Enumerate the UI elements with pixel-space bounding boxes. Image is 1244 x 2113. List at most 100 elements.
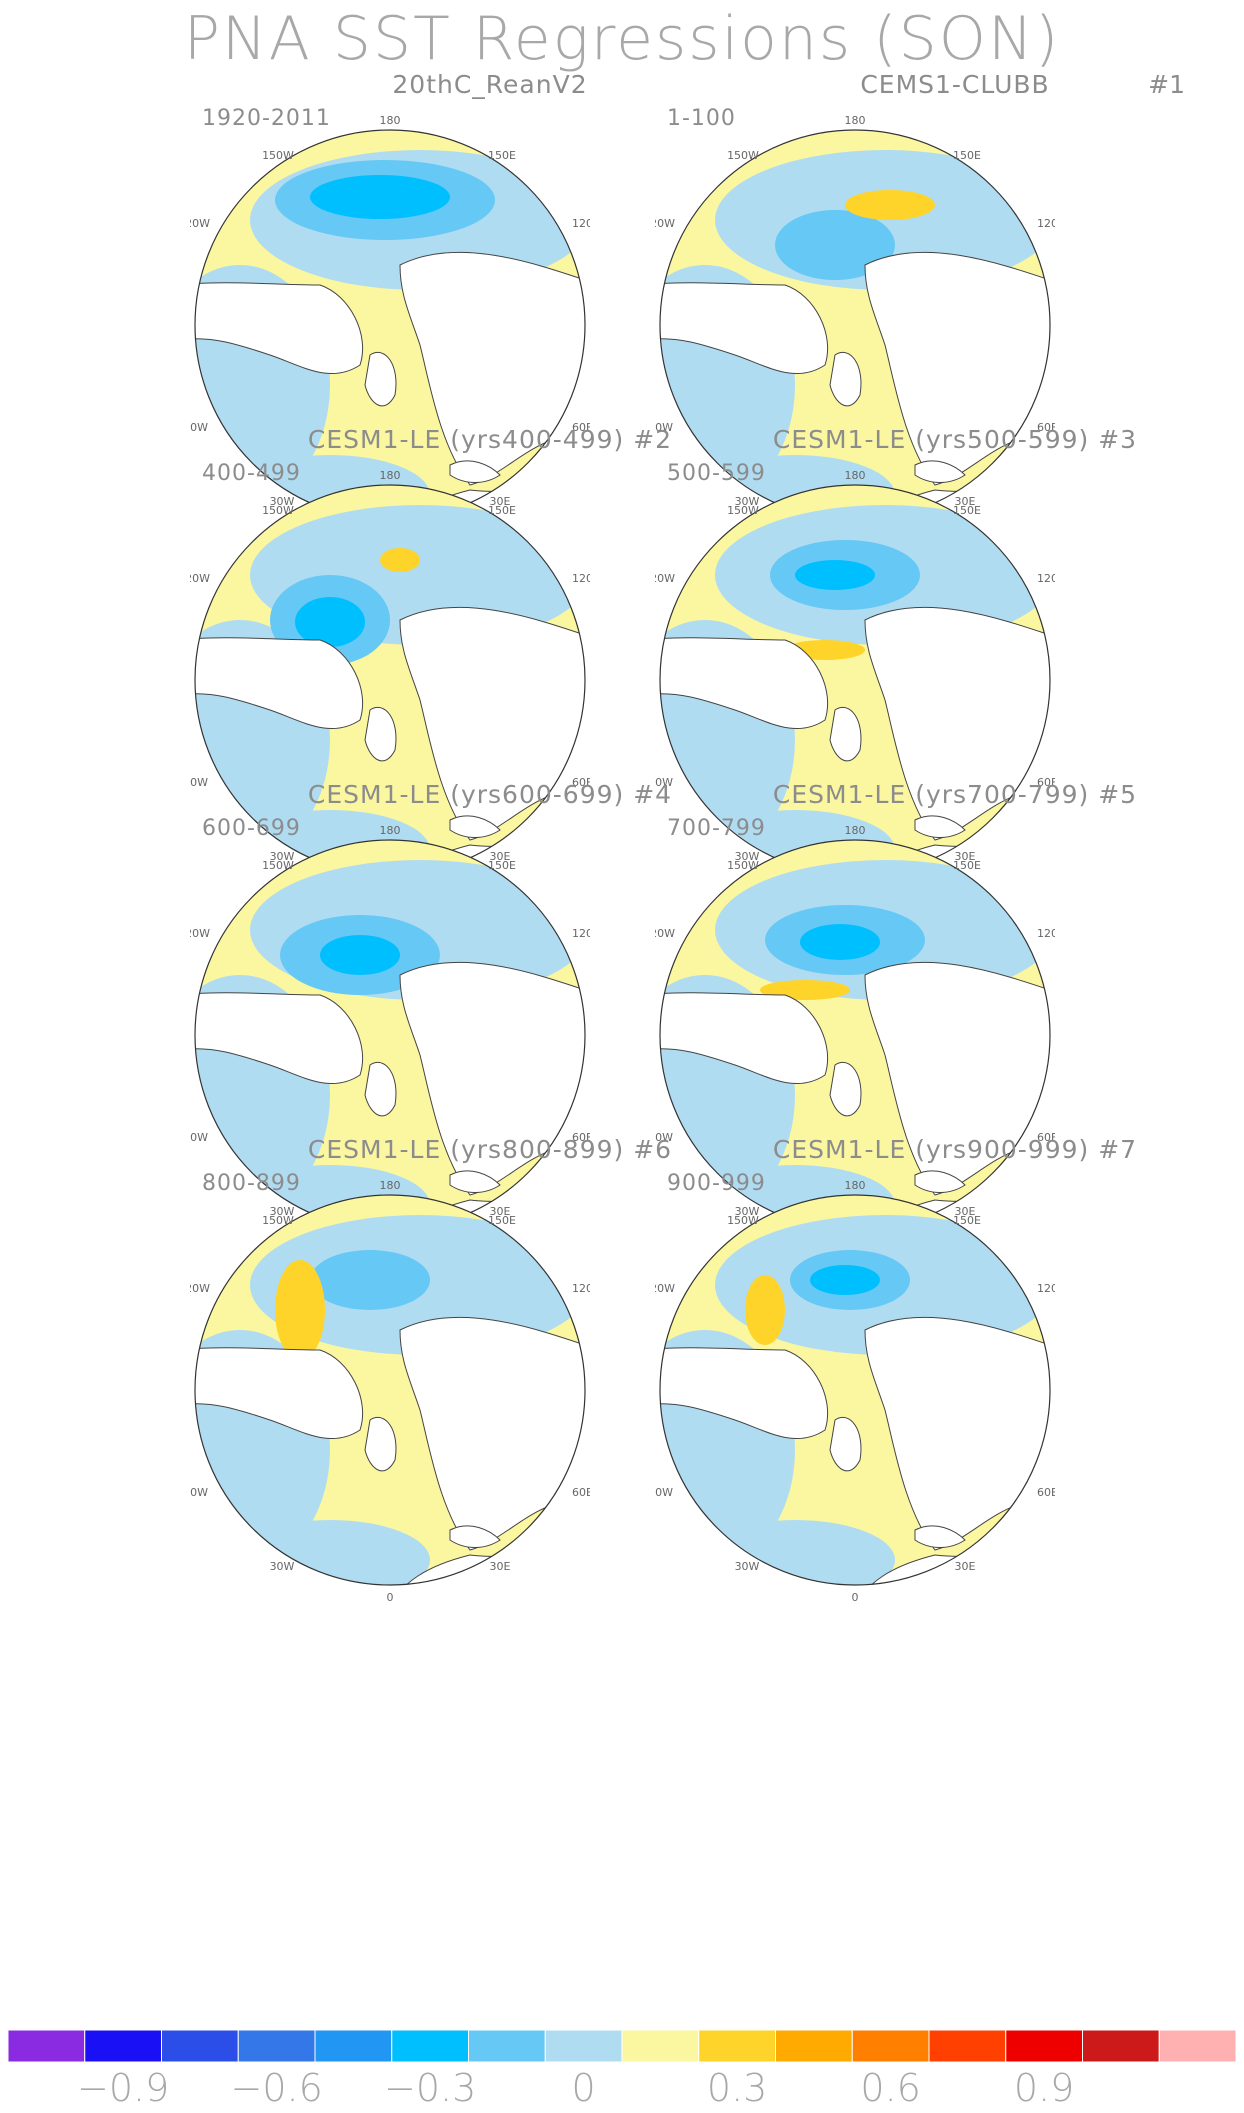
longitude-label: 30W	[270, 1560, 295, 1573]
longitude-label: 120W	[190, 1282, 210, 1295]
longitude-label: 120W	[190, 572, 210, 585]
map-panel: CESM1-LE (yrs600-699) #4600-699180090W90…	[190, 780, 750, 1250]
longitude-label: 120E	[1037, 927, 1055, 940]
longitude-label: 150W	[727, 149, 759, 162]
longitude-label: 30E	[490, 1560, 511, 1573]
longitude-label: 120W	[190, 927, 210, 940]
longitude-label: 150W	[727, 1214, 759, 1227]
longitude-label: 180	[380, 114, 401, 127]
longitude-label: 180	[845, 114, 866, 127]
panel-title: CESM1-LE (yrs500-599) #3	[772, 425, 1138, 454]
longitude-label: 120W	[655, 572, 675, 585]
longitude-label: 120E	[572, 572, 590, 585]
longitude-label: 120W	[655, 217, 675, 230]
longitude-label: 60E	[572, 1131, 590, 1144]
longitude-label: 30W	[735, 1560, 760, 1573]
longitude-label: 60E	[572, 776, 590, 789]
longitude-label: 60E	[1037, 1131, 1055, 1144]
longitude-label: 150E	[953, 149, 981, 162]
longitude-label: 30W	[270, 1205, 295, 1218]
panel-years: 700-799	[667, 816, 766, 841]
longitude-label: 30W	[735, 1205, 760, 1218]
colorbar-label: −0.9	[76, 2066, 170, 2110]
longitude-label: 150W	[262, 504, 294, 517]
panel-tag: #1	[1148, 70, 1185, 99]
longitude-label: 150W	[262, 1214, 294, 1227]
longitude-label: 150W	[262, 149, 294, 162]
longitude-label: 60E	[1037, 421, 1055, 434]
longitude-label: 120W	[190, 217, 210, 230]
colorbar-swatch	[7, 2029, 86, 2063]
panel-title: CESM1-LE (yrs800-899) #6	[307, 1135, 673, 1164]
colorbar-swatch	[544, 2029, 623, 2063]
map-panel: CESM1-LE (yrs400-499) #2400-499180090W90…	[190, 425, 750, 895]
colorbar-swatch	[928, 2029, 1007, 2063]
longitude-label: 150E	[488, 859, 516, 872]
longitude-label: 120E	[572, 1282, 590, 1295]
colorbar-swatch	[237, 2029, 316, 2063]
longitude-label: 30E	[955, 1560, 976, 1573]
panel-years: 800-899	[202, 1171, 301, 1196]
longitude-label: 120E	[572, 217, 590, 230]
colorbar-label: 0	[571, 2066, 596, 2110]
longitude-label: 30E	[490, 495, 511, 508]
polar-map: 180090W90E150W150E120W120E60W60E30W30E	[655, 1179, 1055, 1604]
panel-years: 900-999	[667, 1171, 766, 1196]
longitude-label: 150E	[953, 859, 981, 872]
colorbar-swatch	[775, 2029, 853, 2063]
longitude-label: 150E	[488, 149, 516, 162]
map-panel: 20thC_ReanV21920-2011180090W90E150W150E1…	[190, 70, 750, 540]
colorbar-label: 0.9	[1013, 2066, 1075, 2110]
colorbar-swatch	[391, 2029, 469, 2063]
longitude-label: 60E	[1037, 776, 1055, 789]
colorbar	[7, 2029, 1237, 2063]
colorbar-label: 0.3	[706, 2066, 768, 2110]
longitude-label: 120W	[655, 927, 675, 940]
map-panel: CESM1-LE (yrs800-899) #6800-899180090W90…	[190, 1135, 750, 1605]
longitude-label: 30E	[490, 850, 511, 863]
longitude-label: 30W	[735, 495, 760, 508]
longitude-label: 60E	[572, 421, 590, 434]
polar-map: 180090W90E150W150E120W120E60W60E30W30E	[655, 114, 1055, 539]
longitude-label: 30W	[270, 850, 295, 863]
longitude-label: 60E	[572, 1486, 590, 1499]
longitude-label: 30W	[735, 850, 760, 863]
panel-title: CESM1-LE (yrs600-699) #4	[307, 780, 673, 809]
polar-map: 180090W90E150W150E120W120E60W60E30W30E	[190, 114, 590, 539]
longitude-label: 60W	[190, 776, 208, 789]
polar-map: 180090W90E150W150E120W120E60W60E30W30E	[190, 824, 590, 1249]
panel-years: 1-100	[667, 106, 736, 131]
longitude-label: 150W	[262, 859, 294, 872]
longitude-label: 60W	[655, 1131, 673, 1144]
colorbar-swatch	[468, 2029, 546, 2063]
colorbar-label: −0.3	[383, 2066, 477, 2110]
colorbar-swatch	[1158, 2029, 1237, 2063]
colorbar-swatch	[1005, 2029, 1083, 2063]
longitude-label: 30E	[955, 1205, 976, 1218]
longitude-label: 180	[380, 469, 401, 482]
longitude-label: 30E	[955, 495, 976, 508]
longitude-label: 30W	[270, 495, 295, 508]
longitude-label: 150E	[953, 1214, 981, 1227]
longitude-label: 150W	[727, 504, 759, 517]
polar-map: 180090W90E150W150E120W120E60W60E30W30E	[190, 469, 590, 894]
longitude-label: 180	[380, 824, 401, 837]
colorbar-swatch	[161, 2029, 239, 2063]
longitude-label: 60W	[655, 776, 673, 789]
panel-title: CESM1-LE (yrs400-499) #2	[307, 425, 673, 454]
polar-map: 180090W90E150W150E120W120E60W60E30W30E	[190, 1179, 590, 1604]
longitude-label: 120E	[1037, 572, 1055, 585]
colorbar-labels: −0.9 −0.6 −0.3 0 0.3 0.6 0.9	[0, 2066, 1244, 2110]
panel-years: 500-599	[667, 461, 766, 486]
map-panel: CESM1-LE (yrs700-799) #5700-799180090W90…	[655, 780, 1215, 1250]
longitude-label: 180	[845, 824, 866, 837]
longitude-label: 30E	[490, 1205, 511, 1218]
colorbar-swatch	[621, 2029, 700, 2063]
longitude-label: 60E	[1037, 1486, 1055, 1499]
longitude-label: 120E	[1037, 1282, 1055, 1295]
longitude-label: 60W	[190, 1486, 208, 1499]
longitude-label: 60W	[655, 421, 673, 434]
colorbar-swatch	[314, 2029, 393, 2063]
map-panel: CESM1-LE (yrs900-999) #7900-999180090W90…	[655, 1135, 1215, 1605]
longitude-label: 120E	[1037, 217, 1055, 230]
